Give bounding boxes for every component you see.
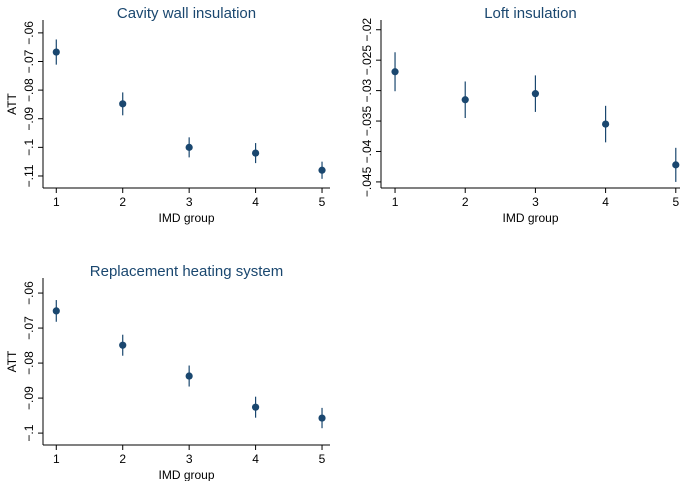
x-tick-label: 1 (392, 195, 399, 209)
point (251, 403, 260, 411)
y-tick-label: −.09 (22, 107, 36, 131)
x-tick-label: 5 (672, 195, 679, 209)
y-tick-label: −.1 (22, 139, 36, 156)
x-tick-label: 2 (462, 195, 469, 209)
y-tick-label: −.09 (22, 386, 36, 410)
x-tick-label: 1 (53, 195, 60, 209)
x-tick-label: 2 (119, 195, 126, 209)
point (531, 90, 540, 98)
x-axis-label: IMD group (158, 468, 214, 481)
point (461, 96, 469, 104)
y-tick-label: −.02 (360, 18, 374, 42)
y-tick-label: −.07 (22, 49, 36, 73)
y-tick-label: −.06 (22, 21, 36, 45)
x-tick-label: 3 (186, 452, 193, 466)
y-tick-label: −.06 (22, 281, 36, 305)
y-tick-label: −.04 (360, 139, 374, 163)
y-tick-label: −.035 (360, 106, 374, 137)
chart-title: Loft insulation (484, 5, 577, 22)
x-tick-label: 4 (252, 452, 259, 466)
x-axis-label: IMD group (158, 211, 214, 225)
y-tick-label: −.025 (360, 45, 374, 76)
point (318, 166, 326, 174)
x-tick-label: 5 (319, 195, 326, 209)
x-tick-label: 5 (319, 452, 326, 466)
y-tick-label: −.08 (22, 351, 36, 375)
point (672, 161, 680, 169)
y-axis-label: ATT (5, 350, 19, 372)
point (52, 48, 60, 56)
point (119, 100, 127, 108)
point (185, 372, 193, 380)
point (602, 120, 610, 128)
point (185, 143, 193, 151)
point (119, 341, 127, 349)
y-tick-label: −.11 (22, 164, 36, 187)
chart-title: Cavity wall insulation (117, 5, 256, 22)
y-tick-label: −.045 (360, 166, 374, 197)
y-tick-label: −.07 (22, 316, 36, 340)
x-tick-label: 4 (252, 195, 259, 209)
x-tick-label: 4 (602, 195, 609, 209)
chart-title: Replacement heating system (90, 263, 283, 280)
x-tick-label: 3 (532, 195, 539, 209)
y-tick-label: −.1 (22, 424, 36, 441)
x-axis-label: IMD group (502, 211, 558, 225)
point (391, 68, 399, 76)
point (318, 414, 326, 422)
x-tick-label: 3 (186, 195, 193, 209)
x-tick-label: 2 (119, 452, 126, 466)
y-tick-label: −.03 (360, 78, 374, 102)
y-axis-label: ATT (5, 92, 19, 114)
x-tick-label: 1 (53, 452, 60, 466)
y-tick-label: −.08 (22, 78, 36, 102)
point (251, 149, 260, 157)
point (52, 307, 60, 315)
